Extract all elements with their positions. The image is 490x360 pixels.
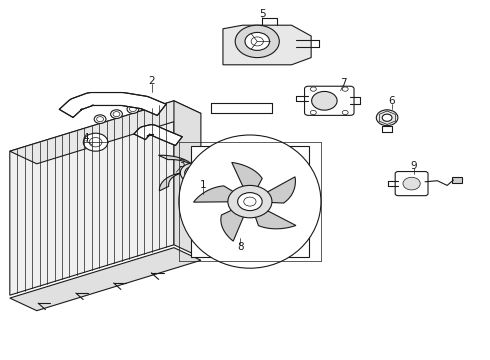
Circle shape — [312, 91, 337, 110]
Polygon shape — [255, 210, 296, 229]
Circle shape — [251, 37, 264, 46]
Circle shape — [376, 110, 398, 126]
Circle shape — [403, 177, 420, 190]
Circle shape — [89, 138, 102, 147]
Circle shape — [342, 87, 348, 91]
Polygon shape — [59, 93, 166, 117]
Circle shape — [97, 117, 103, 122]
Polygon shape — [452, 177, 462, 183]
Text: 9: 9 — [411, 161, 417, 171]
Polygon shape — [194, 178, 229, 190]
Circle shape — [83, 133, 108, 151]
Polygon shape — [232, 162, 262, 188]
Text: 2: 2 — [148, 76, 155, 86]
Circle shape — [188, 169, 199, 177]
Text: 1: 1 — [200, 180, 207, 190]
Circle shape — [111, 110, 122, 118]
Polygon shape — [10, 101, 174, 295]
Polygon shape — [223, 25, 311, 65]
Circle shape — [129, 107, 136, 112]
Circle shape — [244, 197, 256, 206]
Polygon shape — [204, 155, 228, 173]
Circle shape — [245, 32, 270, 50]
Circle shape — [311, 87, 317, 91]
Polygon shape — [158, 155, 194, 167]
Polygon shape — [159, 173, 183, 191]
Circle shape — [94, 115, 106, 123]
Text: 8: 8 — [237, 242, 244, 252]
Circle shape — [180, 163, 207, 183]
Text: 4: 4 — [82, 132, 89, 143]
FancyBboxPatch shape — [395, 172, 428, 196]
Circle shape — [235, 25, 279, 58]
Polygon shape — [194, 186, 235, 202]
FancyBboxPatch shape — [305, 86, 354, 115]
Polygon shape — [10, 248, 201, 311]
Text: 3: 3 — [178, 159, 185, 169]
Polygon shape — [266, 177, 295, 203]
Circle shape — [311, 110, 317, 114]
Circle shape — [382, 114, 392, 121]
Circle shape — [185, 166, 202, 179]
Circle shape — [238, 193, 262, 211]
Circle shape — [113, 112, 120, 117]
Text: 6: 6 — [389, 96, 395, 106]
Polygon shape — [221, 210, 244, 241]
Ellipse shape — [179, 135, 321, 268]
Polygon shape — [174, 101, 201, 257]
Polygon shape — [191, 146, 309, 257]
Text: 7: 7 — [340, 78, 346, 88]
Circle shape — [127, 105, 139, 113]
Polygon shape — [10, 101, 201, 164]
Text: 5: 5 — [259, 9, 266, 19]
Polygon shape — [134, 125, 182, 145]
Circle shape — [228, 185, 272, 218]
Circle shape — [342, 110, 348, 114]
